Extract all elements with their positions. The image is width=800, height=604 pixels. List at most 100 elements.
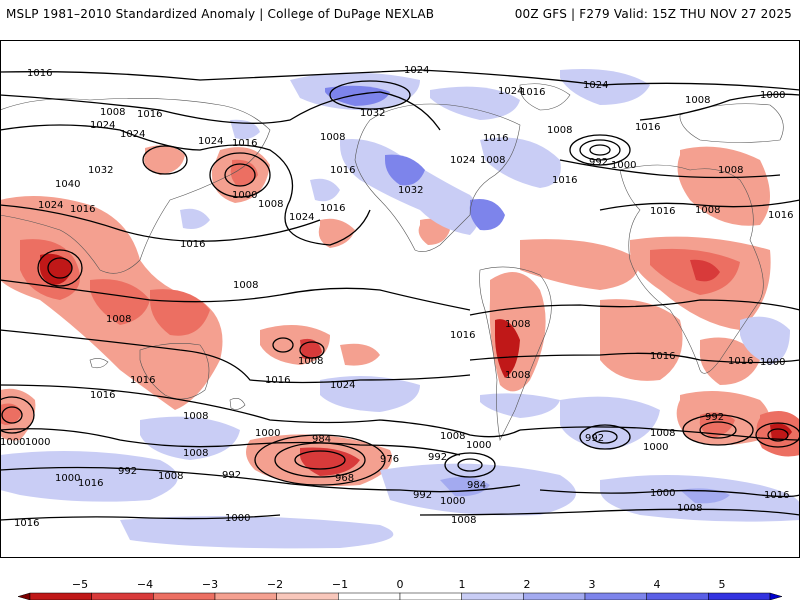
isobar-label: 1016: [650, 351, 675, 362]
colorbar-swatch: [153, 592, 216, 601]
isobar-label: 1008: [320, 132, 345, 143]
isobar-label: 1024: [289, 212, 314, 223]
isobar-label: 1024: [498, 86, 523, 97]
isobar-label: 992: [222, 470, 241, 481]
isobar-label: 1000: [466, 440, 491, 451]
isobar-label: 1000: [760, 90, 785, 101]
land-outlines: [0, 83, 784, 441]
isobar-label: 1008: [183, 448, 208, 459]
colorbar-tick: −4: [137, 578, 153, 591]
isobar-label: 992: [413, 490, 432, 501]
isobar-label: 992: [118, 466, 137, 477]
isobar-label: 1016: [130, 375, 155, 386]
colorbar-swatch: [276, 592, 339, 601]
isobar-label: 984: [312, 434, 331, 445]
anomaly-colorbar: −5 −4 −3 −2 −1 0 1 2 3 4 5: [0, 560, 800, 601]
isobar-label: 1016: [483, 133, 508, 144]
colorbar-swatch: [29, 592, 92, 601]
isobar-label: 1008: [547, 125, 572, 136]
isobar-label: 1040: [55, 179, 80, 190]
isobar-label: 1032: [398, 185, 423, 196]
isobar-label: 1024: [90, 120, 115, 131]
isobar-label: 1024: [450, 155, 475, 166]
colorbar-swatch: [461, 592, 524, 601]
isobar-labels: 1016 1024 1024 1008 1016 1032 1000 1024 …: [0, 65, 793, 529]
isobar-label: 1016: [320, 203, 345, 214]
isobar-label: 1000: [225, 513, 250, 524]
isobar-label: 1016: [27, 68, 52, 79]
colorbar-swatch: [338, 592, 401, 601]
isobar-label: 1000: [25, 437, 50, 448]
isobar-label: 1016: [78, 478, 103, 489]
isobar-label: 1008: [685, 95, 710, 106]
isobar-label: 1000: [611, 160, 636, 171]
colorbar-tick: −1: [332, 578, 348, 591]
positive-anomaly-shading: [0, 69, 800, 549]
isobar-label: 1008: [106, 314, 131, 325]
isobar-label: 1008: [677, 503, 702, 514]
isobar-label: 992: [705, 412, 724, 423]
isobar-label: 1016: [764, 490, 789, 501]
isobar-label: 1032: [88, 165, 113, 176]
isobar-label: 1008: [505, 319, 530, 330]
isobar-label: 1008: [158, 471, 183, 482]
isobar-label: 992: [585, 433, 604, 444]
colorbar-tick: 3: [589, 578, 596, 591]
isobar-label: 1024: [198, 136, 223, 147]
header: MSLP 1981–2010 Standardized Anomaly | Co…: [0, 0, 800, 30]
isobar-label: 1016: [552, 175, 577, 186]
colorbar-swatch: [399, 592, 462, 601]
isobar-label: 976: [380, 454, 399, 465]
colorbar-swatches: [17, 592, 783, 601]
isobar-label: 1008: [505, 370, 530, 381]
isobar-label: 1024: [38, 200, 63, 211]
isobar-label: 1016: [728, 356, 753, 367]
isobar-label: 1016: [650, 206, 675, 217]
colorbar-swatch: [91, 592, 154, 601]
isobar-label: 1008: [298, 356, 323, 367]
colorbar-swatch: [214, 592, 277, 601]
colorbar-tick: 2: [524, 578, 531, 591]
colorbar-swatch: [584, 592, 647, 601]
isobar-label: 1016: [137, 109, 162, 120]
isobar-label: 1016: [180, 239, 205, 250]
isobar-label: 1008: [480, 155, 505, 166]
isobar-label: 1016: [450, 330, 475, 341]
colorbar-tick: −5: [72, 578, 88, 591]
isobar-label: 1024: [330, 380, 355, 391]
isobar-label: 1000: [255, 428, 280, 439]
colorbar-tick: 4: [654, 578, 661, 591]
colorbar-swatch: [708, 592, 771, 601]
isobar-label: 992: [428, 452, 447, 463]
model-run-valid-time: 00Z GFS | F279 Valid: 15Z THU NOV 27 202…: [514, 7, 792, 21]
isobar-contours: [0, 69, 800, 521]
isobar-label: 984: [467, 480, 486, 491]
isobar-label: 1016: [635, 122, 660, 133]
isobar-label: 1000: [232, 190, 257, 201]
colorbar-tick: 5: [719, 578, 726, 591]
isobar-label: 1008: [233, 280, 258, 291]
isobar-label: 1008: [440, 431, 465, 442]
isobar-label: 1016: [232, 138, 257, 149]
map-title: MSLP 1981–2010 Standardized Anomaly | Co…: [6, 7, 435, 21]
colorbar-swatch: [769, 592, 783, 601]
isobar-label: 1032: [360, 108, 385, 119]
isobar-label: 1024: [404, 65, 429, 76]
isobar-label: 1000: [0, 437, 25, 448]
isobar-label: 968: [335, 473, 354, 484]
isobar-label: 1016: [520, 87, 545, 98]
colorbar-tick: 0: [397, 578, 404, 591]
isobar-label: 1016: [14, 518, 39, 529]
isobar-label: 1024: [583, 80, 608, 91]
isobar-label: 1000: [643, 442, 668, 453]
colorbar-swatch: [17, 592, 31, 601]
isobar-label: 1016: [265, 375, 290, 386]
colorbar-tick: −2: [267, 578, 283, 591]
colorbar-tick: −3: [202, 578, 218, 591]
isobar-label: 1000: [650, 488, 675, 499]
isobar-label: 1016: [768, 210, 793, 221]
colorbar-ticks: −5 −4 −3 −2 −1 0 1 2 3 4 5: [72, 578, 726, 591]
isobar-label: 1008: [100, 107, 125, 118]
isobar-label: 1008: [718, 165, 743, 176]
colorbar-swatch: [646, 592, 709, 601]
